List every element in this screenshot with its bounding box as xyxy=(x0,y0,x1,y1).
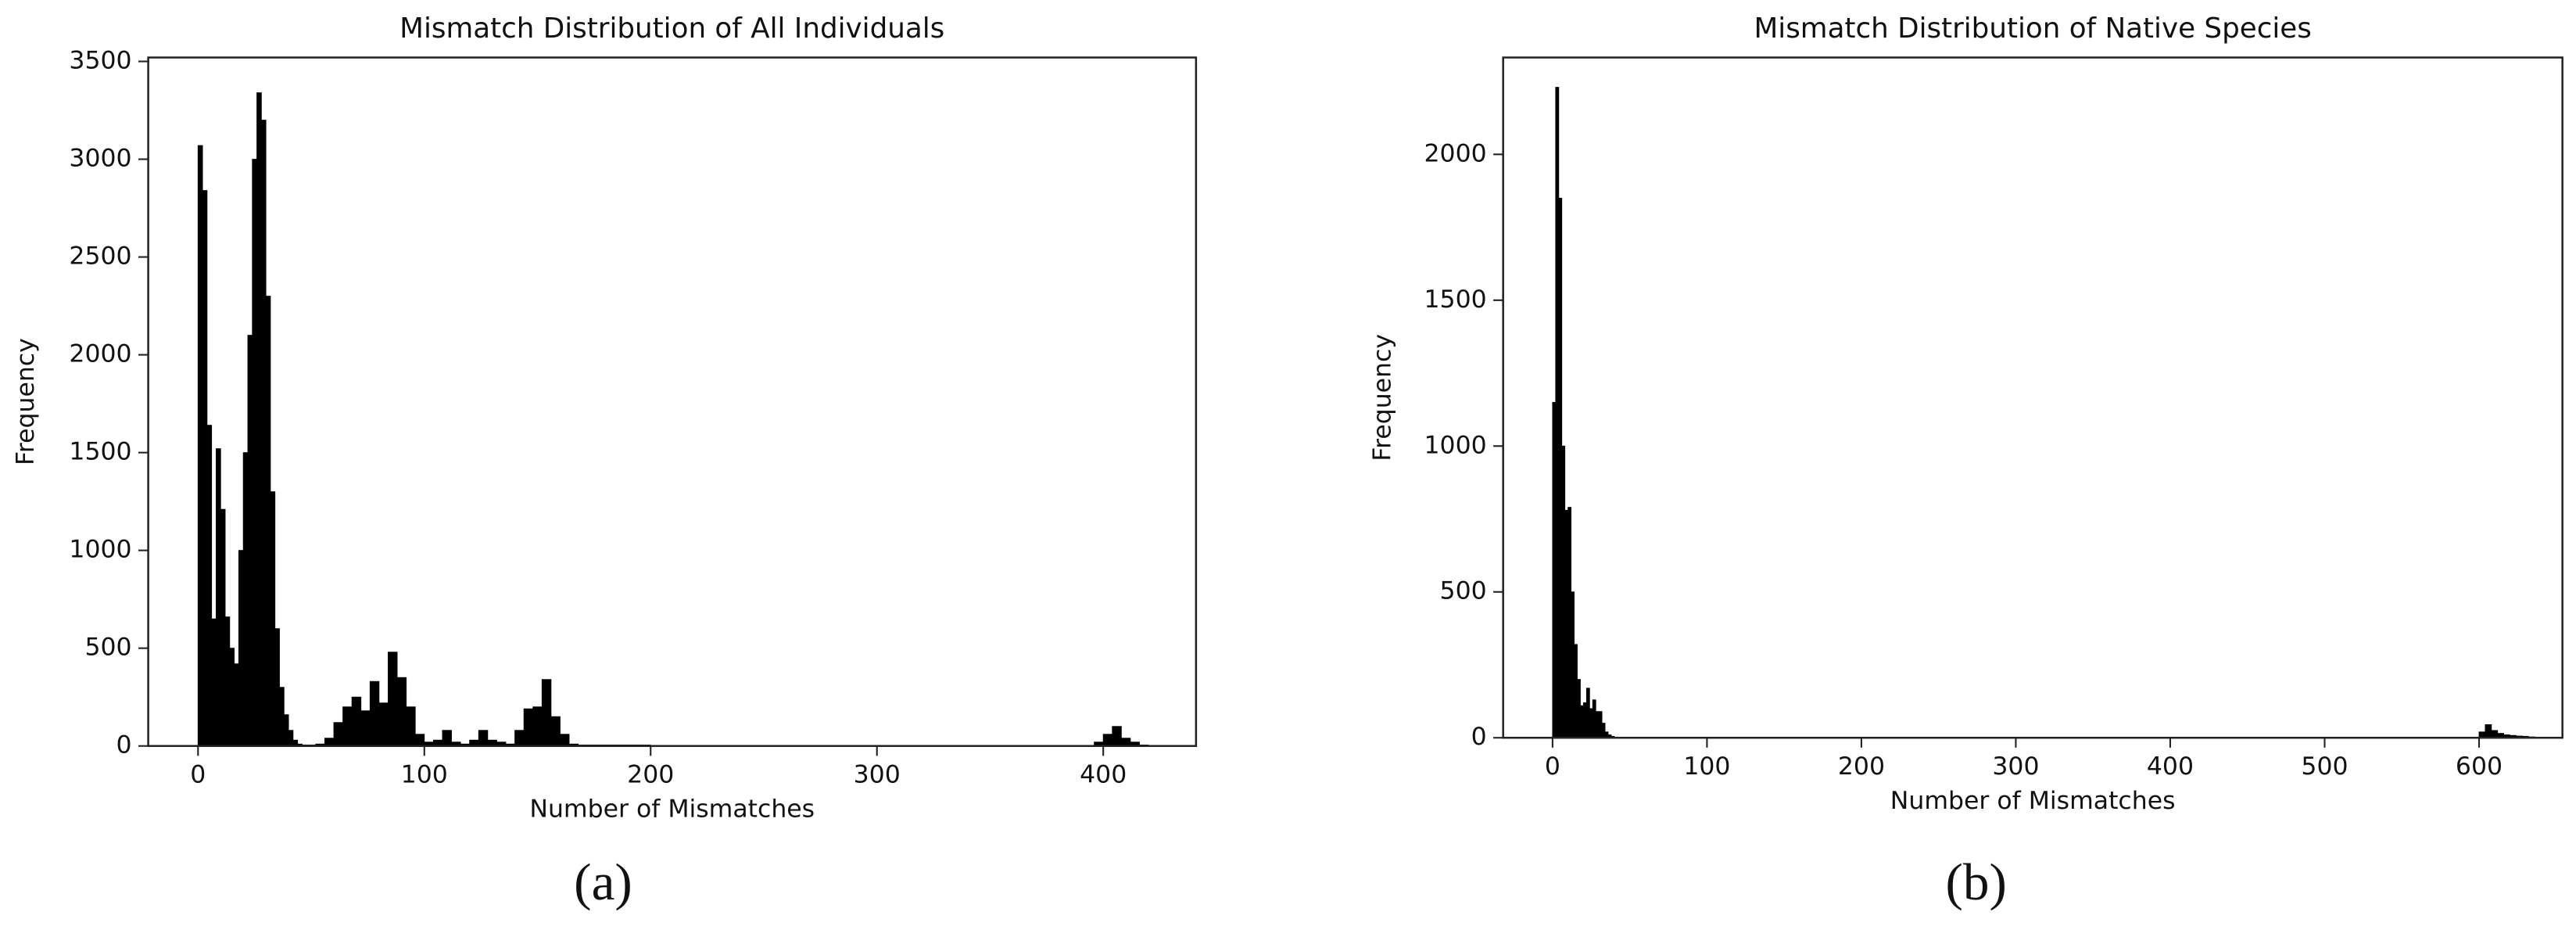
bar xyxy=(242,452,249,747)
bar xyxy=(2491,730,2499,738)
y-axis-label: Frequency xyxy=(12,338,40,465)
bar xyxy=(388,652,398,747)
bar xyxy=(283,714,289,747)
caption: (b) xyxy=(1946,853,2007,911)
bar xyxy=(1120,738,1131,747)
y-tick-label: 1000 xyxy=(1424,431,1487,459)
bar xyxy=(256,92,262,747)
x-tick-label: 600 xyxy=(2456,752,2503,781)
x-axis-label: Number of Mismatches xyxy=(529,795,815,824)
bar xyxy=(234,663,239,747)
y-tick-label: 1500 xyxy=(69,438,131,466)
x-tick-label: 200 xyxy=(1838,752,1885,781)
chart-title: Mismatch Distribution of All Individuals xyxy=(399,13,944,45)
bar xyxy=(2485,724,2492,738)
x-tick-label: 500 xyxy=(2301,752,2348,781)
bar xyxy=(229,648,235,747)
x-tick-label: 0 xyxy=(190,761,206,789)
y-tick-label: 500 xyxy=(1440,577,1487,605)
bar xyxy=(1564,509,1569,738)
bar xyxy=(1577,679,1581,738)
bar xyxy=(1552,401,1557,738)
bar xyxy=(279,687,285,747)
bar xyxy=(288,730,294,747)
bar xyxy=(1585,688,1590,738)
bar xyxy=(224,616,231,747)
bar xyxy=(260,120,267,747)
x-tick-label: 100 xyxy=(1683,752,1730,781)
bar xyxy=(270,491,276,747)
y-tick-label: 1000 xyxy=(69,536,131,564)
bar xyxy=(560,734,570,747)
caption: (a) xyxy=(574,853,632,911)
bar xyxy=(1582,702,1587,738)
x-tick-label: 400 xyxy=(2147,752,2194,781)
bar xyxy=(265,296,271,747)
bar xyxy=(1112,726,1122,747)
bar xyxy=(211,618,217,747)
bar xyxy=(351,696,362,747)
bar xyxy=(202,190,208,747)
bar xyxy=(396,677,407,747)
bar xyxy=(1595,711,1600,738)
y-tick-label: 2000 xyxy=(1424,139,1487,167)
bar xyxy=(442,730,452,747)
bar xyxy=(1601,723,1606,738)
bar xyxy=(216,448,221,747)
y-tick-label: 1500 xyxy=(1424,285,1487,314)
bar xyxy=(360,710,371,747)
bar xyxy=(523,708,534,747)
y-tick-label: 2500 xyxy=(69,242,131,271)
x-axis-label: Number of Mismatches xyxy=(1890,787,2176,815)
bar xyxy=(406,706,416,747)
bar xyxy=(238,550,244,747)
bar xyxy=(478,730,489,747)
bar xyxy=(1589,708,1593,738)
bar xyxy=(532,706,543,747)
y-tick-label: 3500 xyxy=(69,47,131,75)
bar xyxy=(252,159,257,747)
y-tick-label: 0 xyxy=(1471,723,1487,751)
y-tick-label: 2000 xyxy=(69,340,131,368)
bar xyxy=(541,679,552,747)
bar xyxy=(1561,445,1566,738)
bar xyxy=(1598,711,1603,738)
bar xyxy=(1558,197,1563,738)
y-tick-label: 500 xyxy=(84,634,131,662)
x-tick-label: 100 xyxy=(401,761,448,789)
bar xyxy=(1571,591,1575,738)
bar xyxy=(369,680,380,747)
chart-title: Mismatch Distribution of Native Species xyxy=(1754,13,2311,45)
bar xyxy=(197,145,203,747)
bar xyxy=(378,702,389,747)
axes-frame xyxy=(147,56,1198,747)
x-tick-label: 0 xyxy=(1545,752,1560,781)
bar xyxy=(514,730,525,747)
bar xyxy=(1555,87,1560,738)
bar xyxy=(333,722,343,747)
bar xyxy=(324,738,335,747)
bar xyxy=(550,716,561,747)
axes-frame xyxy=(1502,56,2563,739)
y-tick-label: 3000 xyxy=(69,145,131,173)
bar xyxy=(1580,705,1584,738)
y-axis-label: Frequency xyxy=(1368,334,1396,461)
x-tick-label: 300 xyxy=(854,761,901,789)
y-tick-label: 0 xyxy=(116,731,132,759)
bar xyxy=(1102,734,1113,747)
bar xyxy=(206,425,213,747)
bar xyxy=(1567,507,1572,738)
bar xyxy=(247,335,253,747)
bar xyxy=(274,628,280,747)
bar xyxy=(342,706,353,747)
x-tick-label: 300 xyxy=(1992,752,2039,781)
x-tick-label: 400 xyxy=(1080,761,1127,789)
bar xyxy=(414,734,425,747)
bar xyxy=(1574,644,1578,738)
bar xyxy=(220,508,226,747)
x-tick-label: 200 xyxy=(627,761,674,789)
bar xyxy=(1592,699,1596,738)
